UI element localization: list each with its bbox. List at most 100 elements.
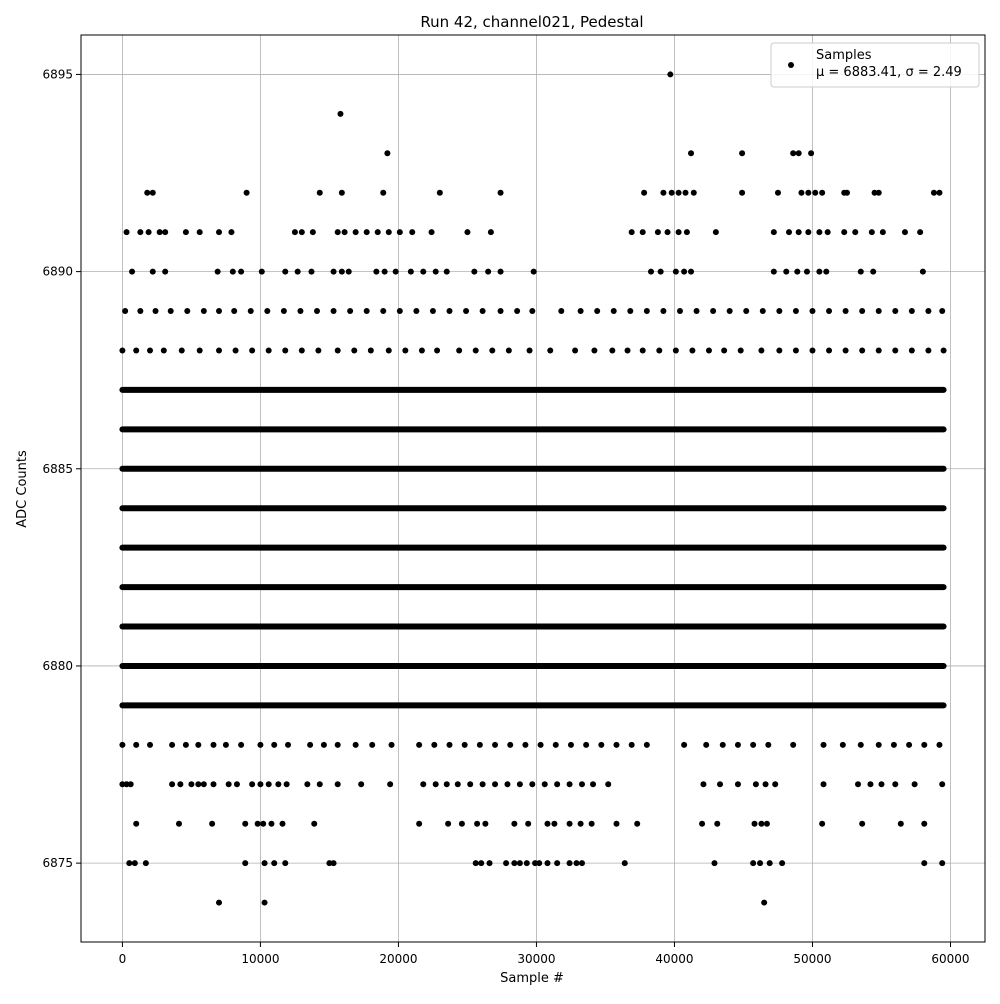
sample-point bbox=[875, 189, 882, 196]
sample-point bbox=[231, 308, 238, 315]
sample-point bbox=[402, 347, 409, 354]
sample-point bbox=[330, 860, 337, 867]
sample-point bbox=[479, 308, 486, 315]
sample-point bbox=[681, 741, 688, 748]
sample-point bbox=[875, 308, 882, 315]
sample-point bbox=[384, 150, 391, 157]
sample-point bbox=[779, 860, 786, 867]
sample-point bbox=[577, 820, 584, 827]
sample-point bbox=[693, 308, 700, 315]
sample-point bbox=[859, 820, 866, 827]
sample-point bbox=[145, 229, 152, 236]
sample-point bbox=[664, 229, 671, 236]
sample-point bbox=[330, 308, 337, 315]
sample-point bbox=[504, 781, 511, 788]
sample-point bbox=[489, 347, 496, 354]
sample-point bbox=[841, 229, 848, 236]
sample-point bbox=[711, 860, 718, 867]
legend: Samples μ = 6883.41, σ = 2.49 bbox=[770, 42, 980, 88]
sample-point bbox=[925, 308, 932, 315]
sample-point bbox=[577, 308, 584, 315]
sample-point bbox=[573, 860, 580, 867]
y-tick-label: 6875 bbox=[42, 856, 73, 870]
sample-point bbox=[867, 781, 874, 788]
sample-point bbox=[660, 308, 667, 315]
sample-point bbox=[238, 741, 245, 748]
sample-point bbox=[418, 347, 425, 354]
sample-point bbox=[939, 860, 946, 867]
sample-point bbox=[308, 268, 315, 275]
sample-point bbox=[532, 860, 539, 867]
sample-point bbox=[719, 741, 726, 748]
x-tick-label: 20000 bbox=[379, 952, 417, 966]
x-tick-label: 60000 bbox=[931, 952, 969, 966]
sample-point bbox=[551, 820, 558, 827]
sample-point bbox=[133, 347, 140, 354]
sample-point bbox=[681, 268, 688, 275]
sample-point bbox=[428, 229, 435, 236]
sample-point bbox=[537, 741, 544, 748]
sample-point bbox=[271, 860, 278, 867]
sample-point bbox=[385, 229, 392, 236]
sample-point bbox=[826, 347, 833, 354]
sample-point bbox=[908, 308, 915, 315]
sample-point bbox=[184, 308, 191, 315]
sample-point bbox=[648, 268, 655, 275]
sample-point bbox=[566, 781, 573, 788]
sample-point bbox=[675, 189, 682, 196]
y-axis-label: ADC Counts bbox=[15, 450, 30, 528]
sample-point bbox=[712, 229, 719, 236]
sample-point bbox=[809, 308, 816, 315]
sample-point bbox=[454, 781, 461, 788]
sample-point bbox=[407, 268, 414, 275]
sample-point bbox=[233, 781, 240, 788]
sample-point bbox=[388, 741, 395, 748]
sample-point bbox=[225, 781, 232, 788]
sample-point bbox=[279, 820, 286, 827]
sample-point bbox=[162, 268, 169, 275]
sample-point bbox=[759, 308, 766, 315]
sample-point bbox=[578, 781, 585, 788]
sample-point bbox=[514, 308, 521, 315]
sample-point bbox=[906, 741, 913, 748]
sample-point bbox=[436, 189, 443, 196]
sample-point bbox=[672, 268, 679, 275]
sample-point bbox=[282, 860, 289, 867]
sample-point bbox=[463, 308, 470, 315]
legend-sublabel: μ = 6883.41, σ = 2.49 bbox=[816, 65, 962, 80]
sample-point bbox=[214, 268, 221, 275]
sample-point bbox=[229, 268, 236, 275]
sample-point bbox=[216, 229, 223, 236]
sample-point bbox=[315, 347, 322, 354]
sample-point bbox=[363, 308, 370, 315]
sample-point bbox=[471, 268, 478, 275]
sample-point bbox=[843, 189, 850, 196]
sample-point bbox=[805, 229, 812, 236]
sample-point bbox=[657, 268, 664, 275]
sample-point bbox=[257, 741, 264, 748]
sample-point bbox=[416, 820, 423, 827]
sample-point bbox=[182, 741, 189, 748]
sample-point bbox=[492, 741, 499, 748]
sample-point bbox=[152, 308, 159, 315]
data-points bbox=[119, 71, 947, 906]
sample-point bbox=[588, 820, 595, 827]
sample-point bbox=[285, 741, 292, 748]
sample-point bbox=[297, 308, 304, 315]
sample-point bbox=[195, 741, 202, 748]
sample-point bbox=[654, 229, 661, 236]
sample-point bbox=[298, 347, 305, 354]
sample-point bbox=[921, 741, 928, 748]
sample-point bbox=[613, 741, 620, 748]
sample-point bbox=[216, 899, 223, 906]
sample-point bbox=[936, 741, 943, 748]
sample-point bbox=[901, 229, 908, 236]
sample-point bbox=[254, 820, 261, 827]
sample-point bbox=[196, 347, 203, 354]
sample-point bbox=[897, 820, 904, 827]
sample-point bbox=[200, 781, 207, 788]
sample-point bbox=[772, 781, 779, 788]
sample-point bbox=[238, 268, 245, 275]
